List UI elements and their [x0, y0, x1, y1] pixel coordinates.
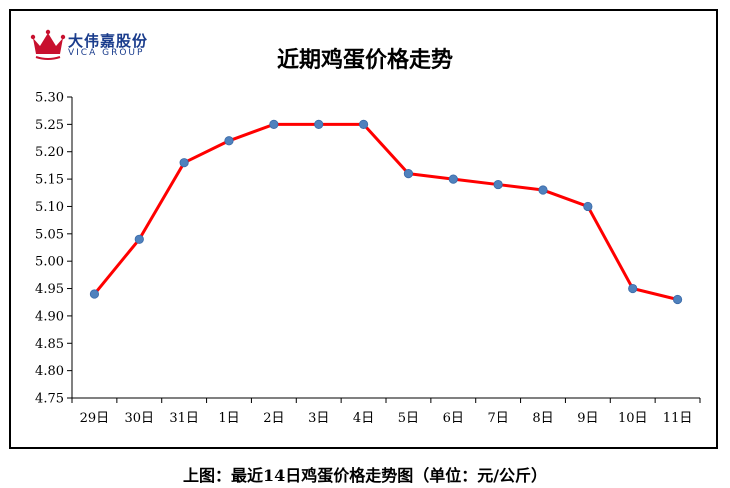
y-tick-label: 5.00 — [35, 255, 64, 270]
data-point — [538, 185, 548, 195]
data-point — [672, 294, 683, 305]
x-tick-label: 5日 — [398, 411, 419, 426]
data-point — [403, 169, 414, 179]
company-logo: 大伟嘉股份 VICA GROUP — [30, 28, 165, 62]
data-point — [269, 119, 279, 129]
axes: 5.30 5.25 5.20 5.15 5.10 5.05 5.00 4.95 4.90 4.85… — [35, 91, 701, 426]
y-tick-label: 4.80 — [35, 364, 64, 379]
logo-name-cn: 大伟嘉股份 — [68, 32, 149, 50]
x-tick-label: 1日 — [218, 411, 239, 426]
y-tick-label: 5.25 — [35, 118, 64, 133]
data-point — [358, 119, 369, 129]
y-tick-label: 5.05 — [35, 227, 64, 242]
y-tick-label: 4.95 — [35, 282, 64, 297]
series-price — [89, 119, 683, 305]
y-tick-label: 4.85 — [35, 337, 64, 352]
data-point — [224, 136, 234, 146]
series-line — [92, 122, 680, 301]
data-point — [89, 289, 100, 299]
y-tick-label: 5.15 — [35, 173, 64, 188]
data-point — [314, 119, 324, 129]
y-tick-label: 5.30 — [35, 91, 64, 106]
x-tick-label: 3日 — [308, 411, 329, 426]
x-tick-label: 7日 — [488, 411, 509, 426]
y-tick-label: 5.10 — [35, 200, 64, 215]
y-tick-label: 4.90 — [35, 309, 64, 324]
data-point — [134, 234, 144, 244]
data-point — [493, 179, 503, 190]
y-tick-label: 4.75 — [35, 392, 64, 407]
x-tick-label: 2日 — [263, 411, 284, 426]
x-tick-label: 6日 — [443, 411, 464, 426]
x-tick-label: 30日 — [125, 411, 155, 426]
chart-title: 近期鸡蛋价格走势 — [276, 47, 453, 73]
figure-caption: 上图：最近14日鸡蛋价格走势图（单位：元/公斤） — [182, 466, 548, 485]
x-tick-label: 9日 — [577, 411, 598, 426]
data-point — [448, 174, 458, 184]
x-tick-label: 10日 — [618, 411, 648, 426]
x-tick-label: 4日 — [353, 411, 374, 426]
data-point — [179, 158, 189, 168]
logo-name-en: VICA GROUP — [68, 48, 145, 58]
data-point — [628, 283, 638, 294]
x-tick-label: 11日 — [663, 411, 693, 426]
x-tick-label: 31日 — [169, 411, 199, 426]
crown-logo-icon — [30, 29, 66, 60]
data-point — [583, 201, 593, 212]
x-tick-label: 8日 — [532, 411, 553, 426]
x-tick-label: 29日 — [80, 411, 110, 426]
y-tick-label: 5.20 — [35, 145, 64, 160]
